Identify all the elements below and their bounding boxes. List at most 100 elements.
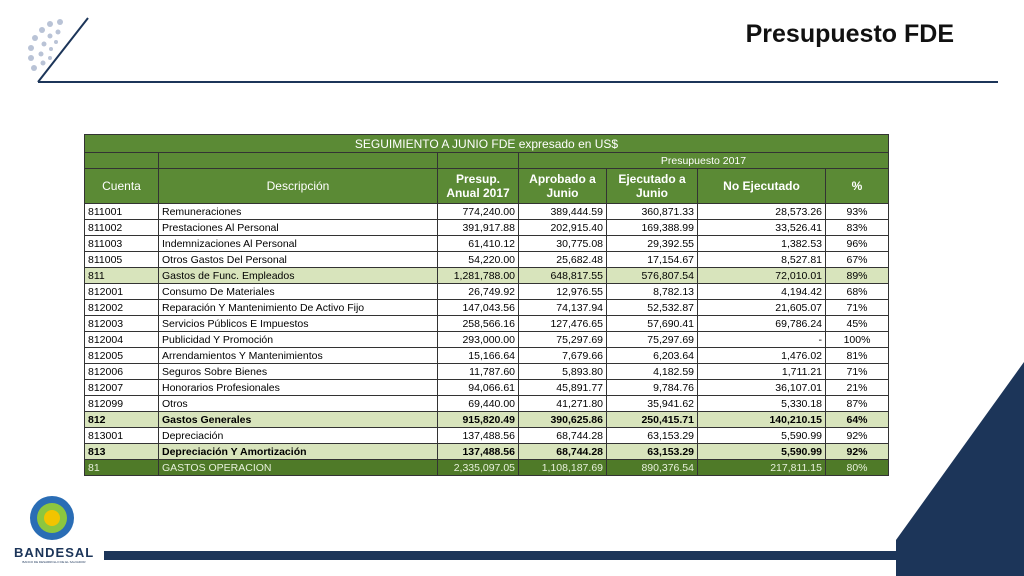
footer-bar	[104, 551, 964, 560]
cell: 250,415.71	[606, 411, 698, 428]
cell: 75,297.69	[518, 331, 607, 348]
cell: 813	[84, 443, 159, 460]
cell: 774,240.00	[437, 203, 519, 220]
cell: 811003	[84, 235, 159, 252]
cell: 293,000.00	[437, 331, 519, 348]
logo-dots	[28, 19, 63, 71]
cell: 137,488.56	[437, 443, 519, 460]
cell: 81%	[825, 347, 889, 364]
cell: 100%	[825, 331, 889, 348]
cell: 45%	[825, 315, 889, 332]
cell: 68,744.28	[518, 443, 607, 460]
cell: 69,440.00	[437, 395, 519, 412]
cell: Prestaciones Al Personal	[158, 219, 438, 236]
cell: 1,711.21	[697, 363, 826, 380]
table-row: 812099 Otros 69,440.00 41,271.80 35,941.62 5,…	[84, 395, 889, 412]
cell: 28,573.26	[697, 203, 826, 220]
table-row: 813001 Depreciación 137,488.56 68,744.28 63,…	[84, 427, 889, 444]
cell: 15,166.64	[437, 347, 519, 364]
cell: 1,281,788.00	[437, 267, 519, 284]
cell: 96%	[825, 235, 889, 252]
cell: 35,941.62	[606, 395, 698, 412]
cell: 811	[84, 267, 159, 284]
column-header: No Ejecutado	[697, 168, 826, 204]
cell: 7,679.66	[518, 347, 607, 364]
cell: Otros Gastos Del Personal	[158, 251, 438, 268]
corner	[896, 362, 1024, 576]
title: Presupuesto FDE	[745, 20, 954, 48]
blank-cell	[437, 152, 519, 169]
cell: 68%	[825, 283, 889, 300]
cell: 33,526.41	[697, 219, 826, 236]
cell: 92%	[825, 427, 889, 444]
cell: 258,566.16	[437, 315, 519, 332]
cell: 63,153.29	[606, 443, 698, 460]
cell: 72,010.01	[697, 267, 826, 284]
cell: 8,782.13	[606, 283, 698, 300]
cell: 576,807.54	[606, 267, 698, 284]
table-row: 812001 Consumo De Materiales 26,749.92 12,9…	[84, 283, 889, 300]
cell: 4,182.59	[606, 363, 698, 380]
cell: 63,153.29	[606, 427, 698, 444]
blank-cell	[84, 152, 159, 169]
cell: 75,297.69	[606, 331, 698, 348]
cell: 21%	[825, 379, 889, 396]
cell: Depreciación	[158, 427, 438, 444]
cell: Gastos de Func. Empleados	[158, 267, 438, 284]
cell: 811002	[84, 219, 159, 236]
header-row: Cuenta Descripción Presup. Anual 2017 Aprob…	[84, 168, 889, 204]
cell: 36,107.01	[697, 379, 826, 396]
cell: 29,392.55	[606, 235, 698, 252]
cell: 2,335,097.05	[437, 459, 519, 476]
cell: 812001	[84, 283, 159, 300]
cell: 390,625.86	[518, 411, 607, 428]
cell: 6,203.64	[606, 347, 698, 364]
caption: SEGUIMIENTO A JUNIO FDE expresado en US$	[84, 134, 889, 153]
cell: 127,476.65	[518, 315, 607, 332]
cell: 890,376.54	[606, 459, 698, 476]
cell: 26,749.92	[437, 283, 519, 300]
cell: 41,271.80	[518, 395, 607, 412]
cell: 4,194.42	[697, 283, 826, 300]
cell: 71%	[825, 299, 889, 316]
cell: 648,817.55	[518, 267, 607, 284]
table-row: 812003 Servicios Públicos E Impuestos 258,…	[84, 315, 889, 332]
cell: 87%	[825, 395, 889, 412]
cell: Honorarios Profesionales	[158, 379, 438, 396]
table-row: 811002 Prestaciones Al Personal 391,917.88…	[84, 219, 889, 236]
cell: Gastos Generales	[158, 411, 438, 428]
cell: 202,915.40	[518, 219, 607, 236]
cell: 915,820.49	[437, 411, 519, 428]
cell: 64%	[825, 411, 889, 428]
cell: 80%	[825, 459, 889, 476]
cell: 12,976.55	[518, 283, 607, 300]
cell: Indemnizaciones Al Personal	[158, 235, 438, 252]
slash	[37, 17, 89, 83]
table-row: 812005 Arrendamientos Y Mantenimientos 15,…	[84, 347, 889, 364]
logo-name: BANDESAL	[14, 545, 95, 560]
blank-cell	[158, 152, 438, 169]
cell: 360,871.33	[606, 203, 698, 220]
cell: 389,444.59	[518, 203, 607, 220]
cell: 21,605.07	[697, 299, 826, 316]
cell: 69,786.24	[697, 315, 826, 332]
cell: Consumo De Materiales	[158, 283, 438, 300]
cell: Reparación Y Mantenimiento De Activo Fij…	[158, 299, 438, 316]
cell: 11,787.60	[437, 363, 519, 380]
logo-tagline: BANCO DE DESARROLLO DE EL SALVADOR	[22, 560, 86, 564]
cell: 89%	[825, 267, 889, 284]
caption-row: SEGUIMIENTO A JUNIO FDE expresado en US$	[84, 134, 889, 153]
cell: 57,690.41	[606, 315, 698, 332]
cell: 217,811.15	[697, 459, 826, 476]
cell: 1,108,187.69	[518, 459, 607, 476]
cell: 140,210.15	[697, 411, 826, 428]
column-header: Cuenta	[84, 168, 159, 204]
cell: 813001	[84, 427, 159, 444]
cell: 92%	[825, 443, 889, 460]
table-row: 813 Depreciación Y Amortización 137,488.56…	[84, 443, 889, 460]
cell: 812005	[84, 347, 159, 364]
cell: 811005	[84, 251, 159, 268]
column-header: Aprobado a Junio	[518, 168, 607, 204]
cell: 812002	[84, 299, 159, 316]
